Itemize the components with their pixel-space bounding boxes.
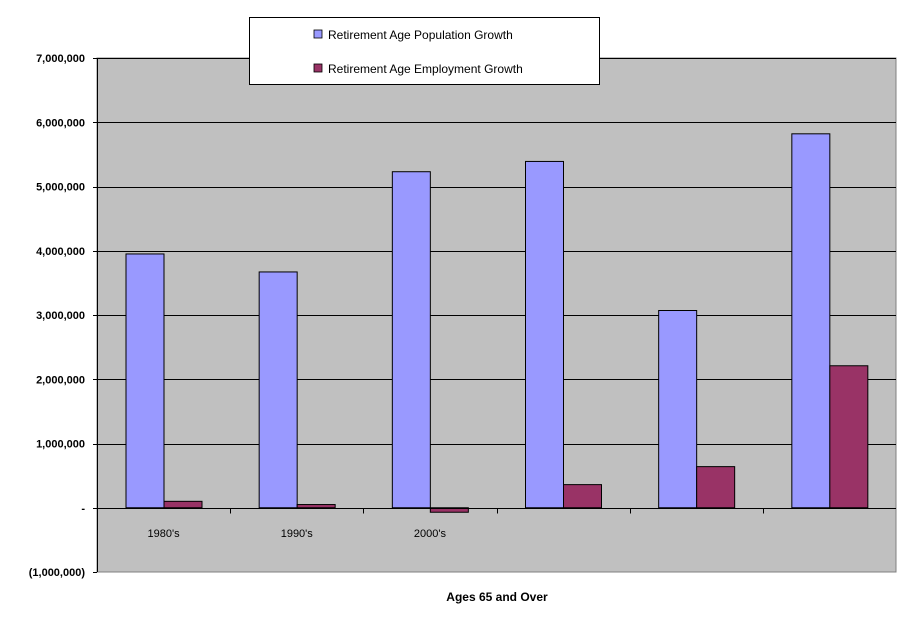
y-tick-label: 6,000,000	[36, 117, 85, 129]
legend: Retirement Age Population Growth Retirem…	[249, 17, 600, 85]
y-tick-label: 4,000,000	[36, 246, 85, 258]
x-axis-title: Ages 65 and Over	[446, 590, 548, 604]
x-category-label: 2000's	[414, 528, 447, 540]
legend-swatch-population	[313, 29, 323, 39]
legend-label-employment: Retirement Age Employment Growth	[328, 62, 523, 76]
bar-employment-growth	[163, 500, 203, 509]
x-category-labels: 1980's 1990's 2000's	[148, 528, 447, 540]
legend-label-population: Retirement Age Population Growth	[328, 28, 513, 42]
bar-employment-growth	[563, 484, 602, 509]
y-tick-label: 5,000,000	[36, 182, 85, 194]
bar-population-growth	[791, 133, 831, 509]
bar-population-growth	[125, 253, 165, 509]
x-category-label: 1990's	[281, 528, 314, 540]
bar-employment-growth	[696, 466, 736, 509]
bar-employment-growth	[829, 365, 869, 509]
y-tick-labels: (1,000,000) - 1,000,000 2,000,000 3,000,000 4…	[29, 53, 86, 579]
legend-swatch-employment	[313, 63, 323, 73]
y-tick-label: 1,000,000	[36, 439, 85, 451]
bar-population-growth	[658, 310, 698, 509]
y-tick-label: (1,000,000)	[29, 567, 86, 579]
bar-employment-growth	[296, 504, 336, 509]
legend-box	[249, 17, 600, 85]
y-tick-label: 7,000,000	[36, 53, 85, 65]
bar-employment-growth	[429, 507, 469, 513]
axes	[93, 58, 896, 573]
bars	[125, 133, 869, 513]
bar-population-growth	[391, 171, 431, 509]
x-category-label: 1980's	[148, 528, 181, 540]
y-tick-label: 2,000,000	[36, 374, 85, 386]
y-tick-label: -	[81, 503, 85, 515]
y-tick-label: 3,000,000	[36, 310, 85, 322]
bar-population-growth	[525, 160, 564, 509]
bar-population-growth	[258, 271, 298, 509]
